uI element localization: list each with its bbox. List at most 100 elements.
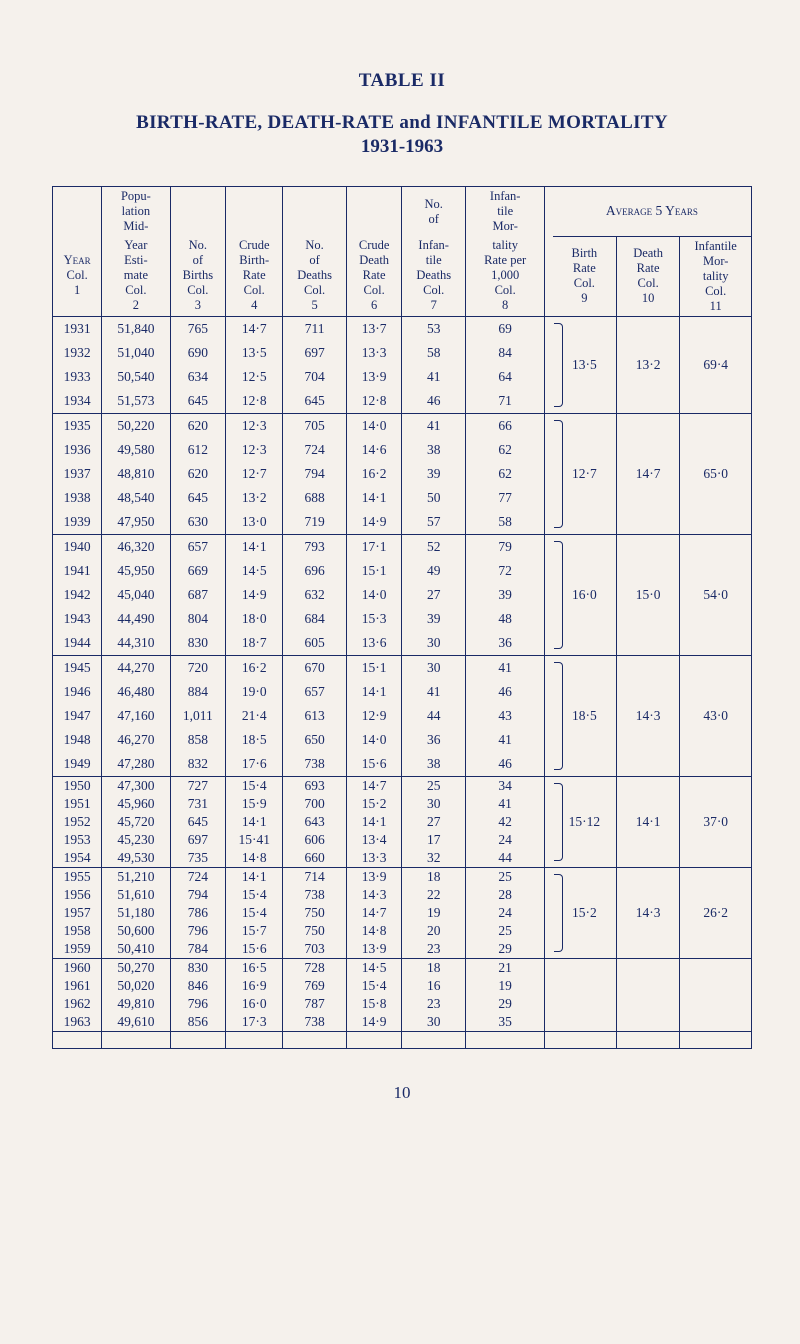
cell-births: 846 bbox=[170, 977, 226, 995]
cell-population: 47,950 bbox=[102, 510, 170, 535]
cell-crude-birth-rate: 12·7 bbox=[226, 462, 283, 486]
cell-crude-birth-rate: 18·0 bbox=[226, 607, 283, 631]
cell-births: 786 bbox=[170, 904, 226, 922]
cell-deaths: 738 bbox=[283, 1013, 347, 1032]
cell-crude-death-rate: 14·9 bbox=[346, 510, 402, 535]
cell-year: 1951 bbox=[53, 795, 102, 813]
cell-deaths: 714 bbox=[283, 867, 347, 886]
cell-infant-mortality: 29 bbox=[465, 940, 544, 959]
cell-crude-birth-rate: 12·8 bbox=[226, 389, 283, 414]
group-bracket bbox=[545, 413, 553, 534]
cell-year: 1933 bbox=[53, 365, 102, 389]
cell-infant-mortality: 25 bbox=[465, 867, 544, 886]
cell-infant-mortality: 69 bbox=[465, 316, 544, 341]
cell-avg-infant-mortality: 69·4 bbox=[680, 316, 752, 413]
cell-year: 1934 bbox=[53, 389, 102, 414]
cell-crude-birth-rate: 16·9 bbox=[226, 977, 283, 995]
cell-crude-death-rate: 14·1 bbox=[346, 680, 402, 704]
cell-infant-deaths: 30 bbox=[402, 795, 466, 813]
cell-population: 50,270 bbox=[102, 958, 170, 977]
cell-crude-birth-rate: 12·3 bbox=[226, 413, 283, 438]
cell-avg-infant-mortality: 54·0 bbox=[680, 534, 752, 655]
cell-deaths: 711 bbox=[283, 316, 347, 341]
cell-population: 51,040 bbox=[102, 341, 170, 365]
cell-population: 48,540 bbox=[102, 486, 170, 510]
cell-infant-deaths: 41 bbox=[402, 365, 466, 389]
cell-crude-death-rate: 14·0 bbox=[346, 583, 402, 607]
cell-avg-infant-mortality bbox=[680, 958, 752, 1031]
cell-avg-infant-mortality: 65·0 bbox=[680, 413, 752, 534]
cell-crude-death-rate: 12·9 bbox=[346, 704, 402, 728]
col-header-crude-birth-rate: CrudeBirth-RateCol.4 bbox=[226, 236, 283, 316]
cell-population: 50,220 bbox=[102, 413, 170, 438]
cell-infant-mortality: 77 bbox=[465, 486, 544, 510]
cell-births: 630 bbox=[170, 510, 226, 535]
cell-deaths: 606 bbox=[283, 831, 347, 849]
cell-births: 645 bbox=[170, 486, 226, 510]
cell-crude-birth-rate: 12·5 bbox=[226, 365, 283, 389]
cell-population: 49,810 bbox=[102, 995, 170, 1013]
cell-population: 49,610 bbox=[102, 1013, 170, 1032]
cell-infant-mortality: 62 bbox=[465, 438, 544, 462]
cell-avg-death-rate: 13·2 bbox=[616, 316, 680, 413]
col-header-imr-top: Infan-tileMor- bbox=[465, 187, 544, 237]
cell-deaths: 657 bbox=[283, 680, 347, 704]
cell-deaths: 697 bbox=[283, 341, 347, 365]
cell-crude-birth-rate: 15·41 bbox=[226, 831, 283, 849]
cell-infant-deaths: 27 bbox=[402, 583, 466, 607]
cell-births: 697 bbox=[170, 831, 226, 849]
cell-crude-birth-rate: 13·2 bbox=[226, 486, 283, 510]
cell-births: 830 bbox=[170, 631, 226, 656]
cell-births: 804 bbox=[170, 607, 226, 631]
cell-infant-mortality: 39 bbox=[465, 583, 544, 607]
col-header-births: No.ofBirthsCol.3 bbox=[170, 236, 226, 316]
cell-year: 1956 bbox=[53, 886, 102, 904]
cell-crude-death-rate: 14·1 bbox=[346, 486, 402, 510]
cell-infant-mortality: 42 bbox=[465, 813, 544, 831]
cell-infant-deaths: 23 bbox=[402, 940, 466, 959]
cell-deaths: 650 bbox=[283, 728, 347, 752]
cell-crude-death-rate: 15·6 bbox=[346, 752, 402, 777]
cell-crude-birth-rate: 15·4 bbox=[226, 776, 283, 795]
cell-infant-mortality: 28 bbox=[465, 886, 544, 904]
cell-crude-death-rate: 14·0 bbox=[346, 728, 402, 752]
cell-infant-mortality: 34 bbox=[465, 776, 544, 795]
cell-infant-deaths: 19 bbox=[402, 904, 466, 922]
cell-year: 1952 bbox=[53, 813, 102, 831]
col-header-avg-infant-mortality: InfantileMor-talityCol.11 bbox=[680, 236, 752, 316]
col-header-avg-birth-rate: BirthRateCol.9 bbox=[553, 236, 617, 316]
cell-population: 45,230 bbox=[102, 831, 170, 849]
cell-infant-deaths: 50 bbox=[402, 486, 466, 510]
cell-infant-deaths: 30 bbox=[402, 631, 466, 656]
cell-crude-birth-rate: 14·8 bbox=[226, 849, 283, 868]
cell-crude-birth-rate: 16·2 bbox=[226, 655, 283, 680]
cell-infant-mortality: 72 bbox=[465, 559, 544, 583]
cell-population: 50,600 bbox=[102, 922, 170, 940]
cell-infant-deaths: 16 bbox=[402, 977, 466, 995]
cell-crude-birth-rate: 14·1 bbox=[226, 534, 283, 559]
cell-year: 1941 bbox=[53, 559, 102, 583]
cell-population: 49,580 bbox=[102, 438, 170, 462]
cell-crude-death-rate: 15·3 bbox=[346, 607, 402, 631]
cell-crude-death-rate: 13·3 bbox=[346, 849, 402, 868]
cell-year: 1938 bbox=[53, 486, 102, 510]
cell-crude-death-rate: 16·2 bbox=[346, 462, 402, 486]
table-title-line1: BIRTH-RATE, DEATH-RATE and INFANTILE MOR… bbox=[52, 112, 752, 134]
cell-crude-death-rate: 14·6 bbox=[346, 438, 402, 462]
col-header-crude-death-rate: CrudeDeathRateCol.6 bbox=[346, 236, 402, 316]
col-header-infant-mortality: talityRate per1,000Col.8 bbox=[465, 236, 544, 316]
cell-infant-mortality: 29 bbox=[465, 995, 544, 1013]
cell-population: 44,270 bbox=[102, 655, 170, 680]
cell-deaths: 645 bbox=[283, 389, 347, 414]
cell-crude-birth-rate: 15·9 bbox=[226, 795, 283, 813]
col-header-infdeaths-top: No.of bbox=[402, 187, 466, 237]
cell-crude-birth-rate: 21·4 bbox=[226, 704, 283, 728]
cell-deaths: 632 bbox=[283, 583, 347, 607]
cell-year: 1949 bbox=[53, 752, 102, 777]
cell-infant-deaths: 22 bbox=[402, 886, 466, 904]
cell-crude-death-rate: 15·4 bbox=[346, 977, 402, 995]
cell-year: 1947 bbox=[53, 704, 102, 728]
cell-infant-mortality: 79 bbox=[465, 534, 544, 559]
cell-deaths: 605 bbox=[283, 631, 347, 656]
cell-births: 612 bbox=[170, 438, 226, 462]
